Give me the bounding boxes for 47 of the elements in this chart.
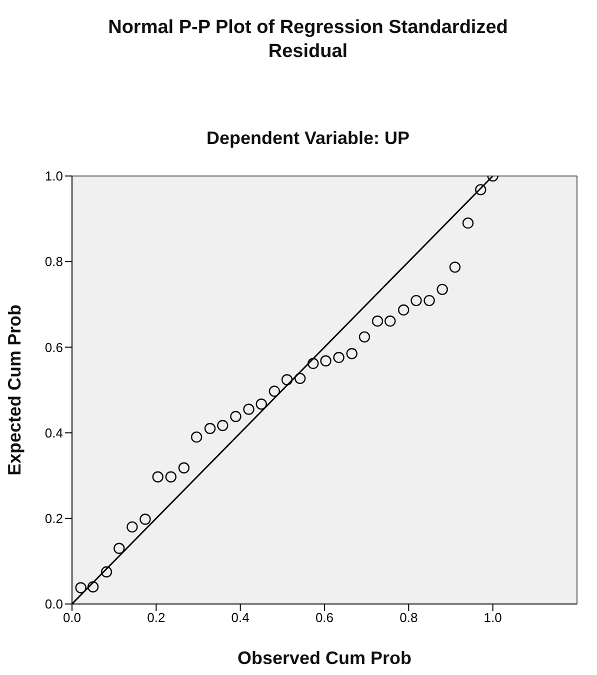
x-tick-label: 0.2	[147, 610, 166, 626]
chart-subtitle: Dependent Variable: UP	[205, 128, 411, 149]
point	[165, 471, 176, 482]
point	[256, 398, 267, 410]
point	[333, 352, 344, 364]
chart-title: Normal P-P Plot of Regression Standardized Residual	[108, 16, 508, 64]
y-tick-label: 1.0	[44, 168, 63, 184]
point	[384, 315, 396, 327]
point	[243, 404, 254, 415]
point	[372, 315, 384, 327]
x-tick-label: 0.0	[62, 610, 82, 626]
point	[230, 410, 242, 422]
point	[424, 294, 435, 306]
x-tick-label: 1.0	[484, 610, 502, 626]
point	[268, 386, 280, 397]
point	[114, 542, 125, 554]
y-tick-label: 0.6	[44, 340, 63, 355]
point	[217, 420, 228, 432]
point	[75, 582, 86, 594]
point	[294, 372, 306, 384]
point	[190, 431, 202, 443]
point	[462, 217, 474, 229]
point	[358, 331, 370, 343]
x-tick-label: 0.6	[315, 610, 334, 626]
point	[281, 374, 293, 386]
point	[87, 581, 99, 592]
y-tick-label: 0.8	[44, 254, 63, 270]
point	[449, 262, 461, 273]
point	[126, 521, 138, 533]
point	[436, 284, 448, 296]
x-tick-label: 0.8	[400, 610, 418, 626]
point	[140, 514, 151, 525]
point	[152, 471, 164, 482]
point	[346, 348, 358, 360]
point	[178, 462, 190, 474]
point	[308, 358, 319, 370]
x-tick-label: 0.4	[231, 610, 250, 626]
point	[410, 294, 422, 306]
x-axis-title: Observed Cum Prob	[237, 648, 412, 668]
y-tick-label: 0.2	[44, 511, 63, 526]
y-tick-label: 0.4	[44, 425, 63, 440]
point	[320, 355, 332, 366]
point	[100, 566, 112, 578]
point	[204, 422, 216, 434]
point	[475, 184, 486, 196]
point	[398, 304, 410, 316]
y-tick-label: 0.0	[44, 596, 63, 612]
